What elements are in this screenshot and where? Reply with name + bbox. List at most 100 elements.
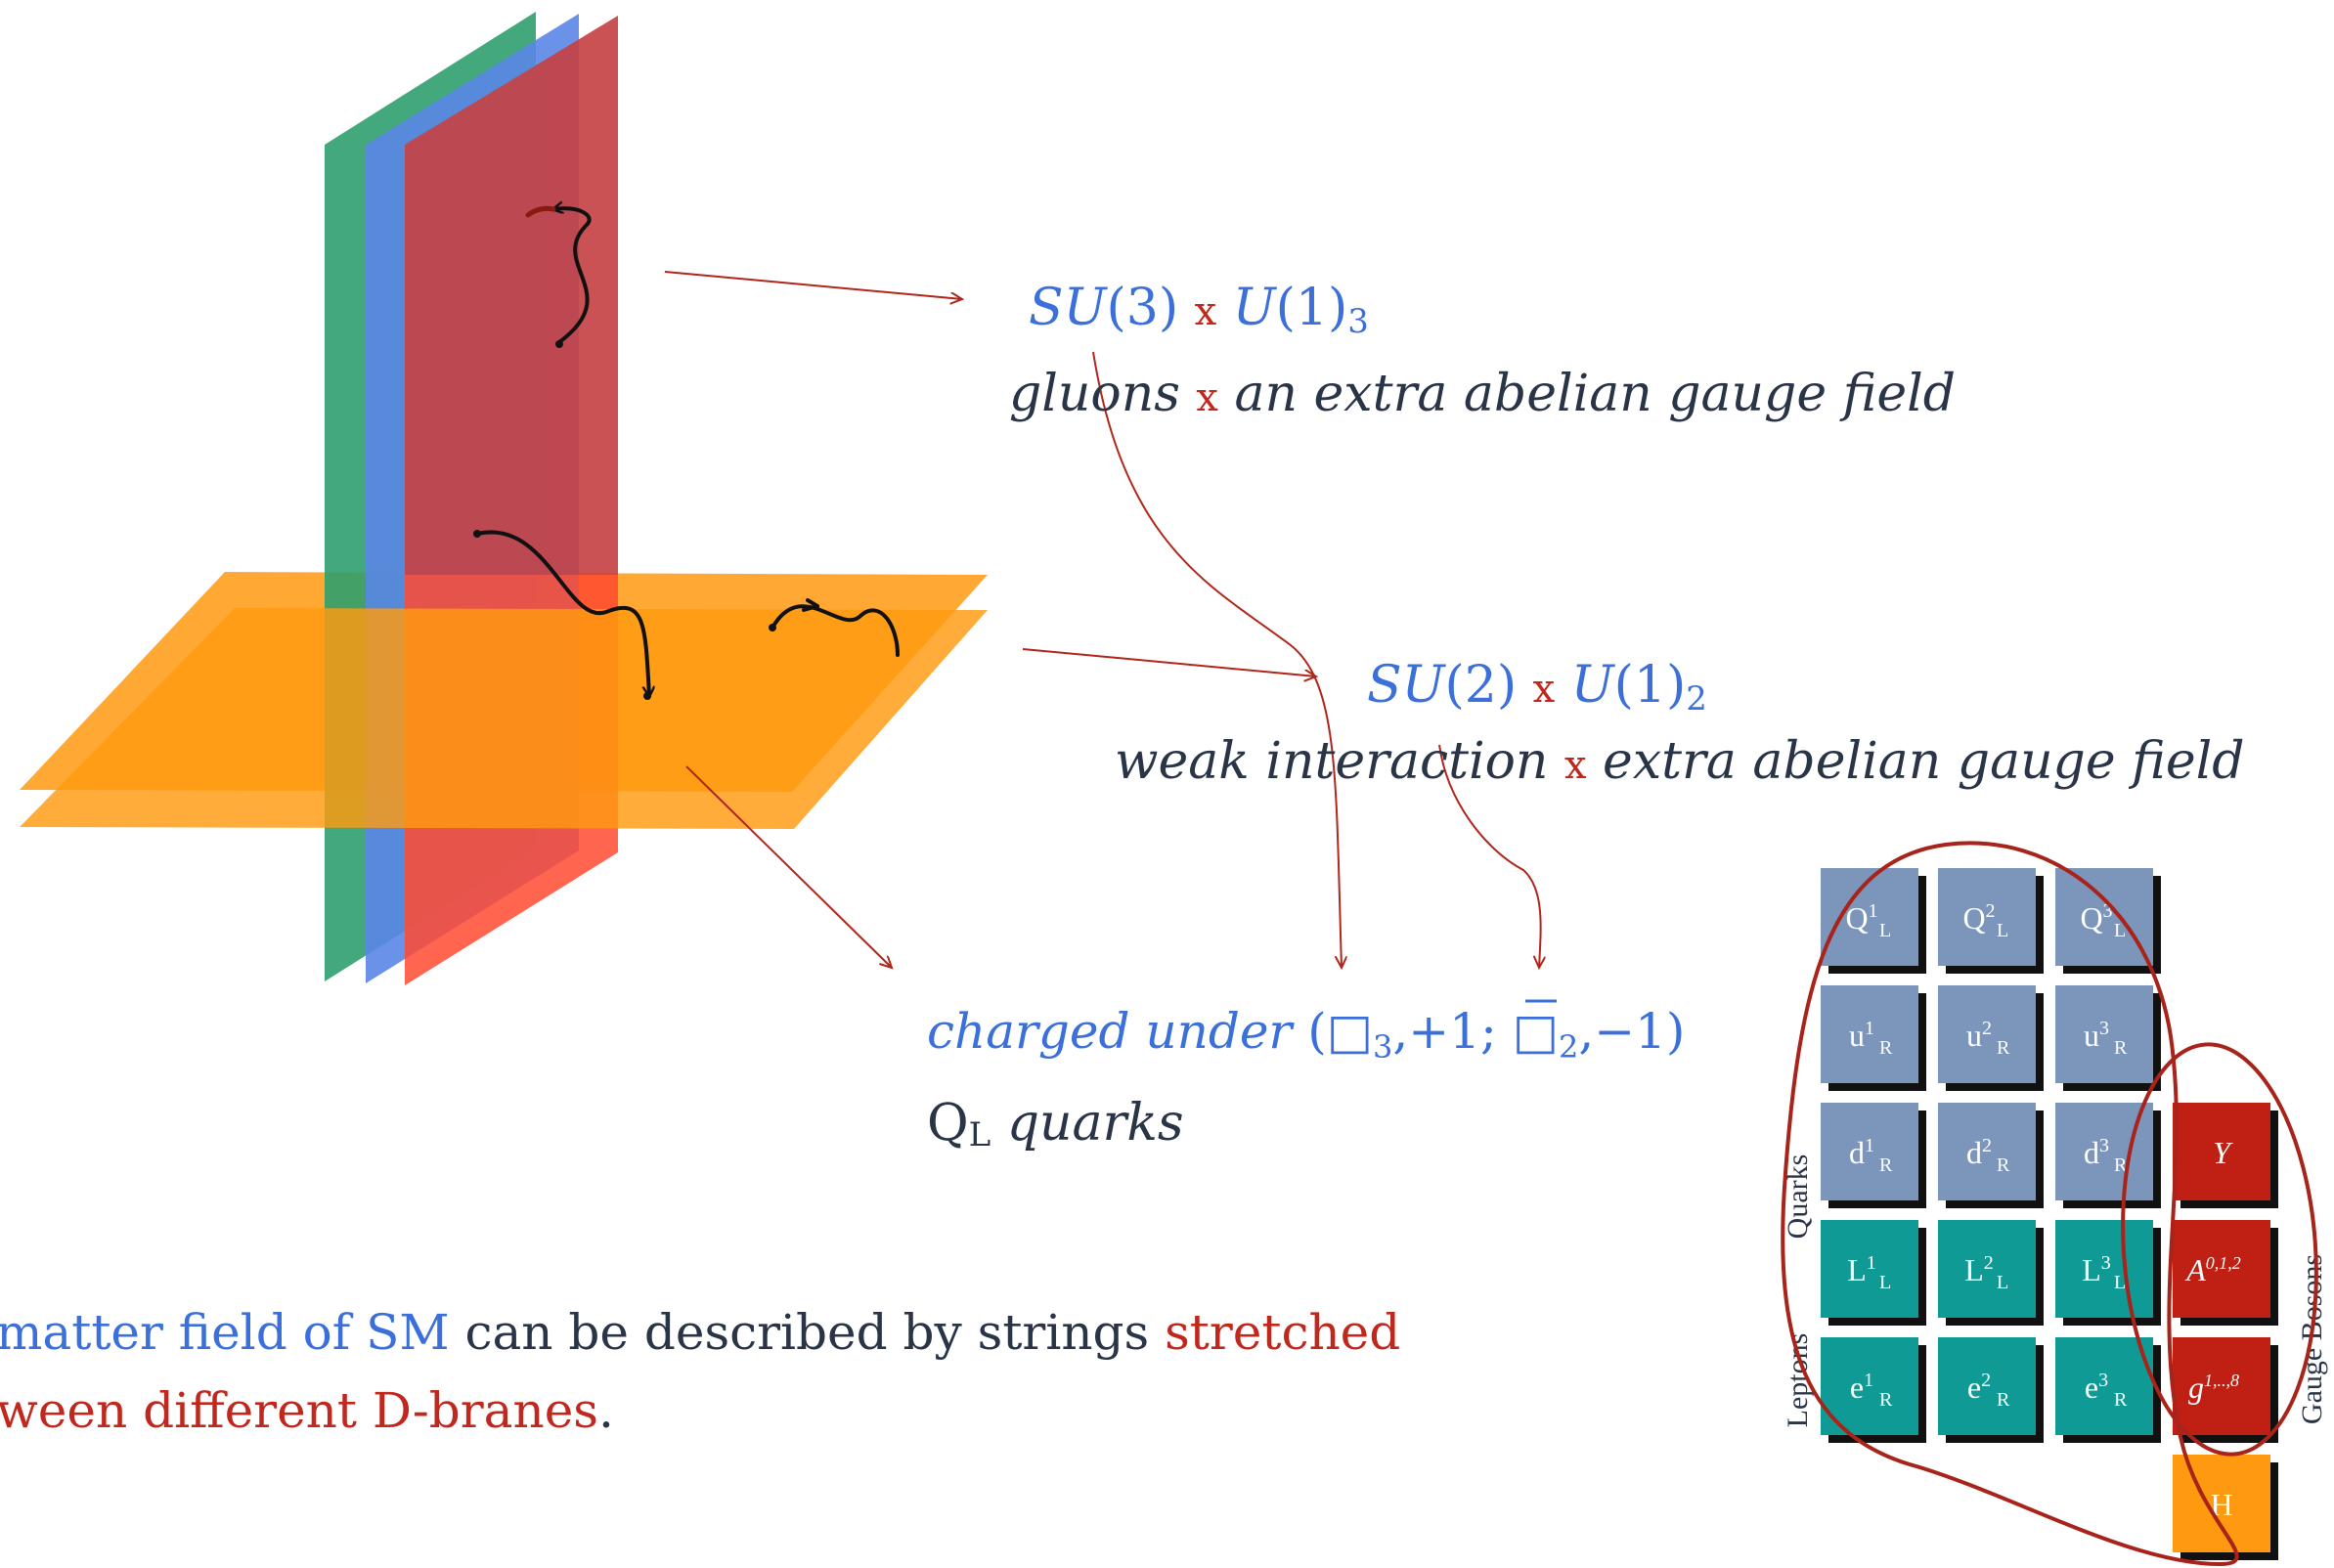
orange-brane-front	[20, 608, 988, 829]
quark-tile: d2R	[1938, 1103, 2044, 1208]
brane-stack	[20, 12, 988, 985]
tile-label-sub: R	[2114, 1037, 2128, 1059]
lepton-tile: e1 R	[1821, 1337, 1926, 1443]
tile-face	[2173, 1337, 2270, 1435]
su2-label: SU(2) x U(1)2 weak interaction x extra a…	[1115, 656, 2245, 791]
arrow-to-su3	[664, 271, 962, 299]
tile-face	[1821, 1337, 1918, 1435]
string-orange-brane	[771, 604, 900, 657]
gauge-boson-tile: g1,..,8	[2173, 1337, 2278, 1443]
tile-label: Q3	[2080, 900, 2112, 936]
charged-label: charged under (□3,+1; □2,−1) QL quarks	[927, 999, 1685, 1158]
string-orange-brane-head	[802, 598, 819, 612]
quark-tile: d1R	[1821, 1103, 1926, 1208]
tile-label-sub: R	[2114, 1389, 2128, 1411]
tile-face	[1938, 868, 2036, 966]
su3-group-a: SU	[1029, 279, 1109, 337]
tile-label: L2	[1964, 1252, 1994, 1287]
svg-text:weak interaction x: weak interaction x extra abelian gauge f…	[1115, 732, 2245, 791]
brane-overlap-shade	[405, 16, 618, 575]
tile-face	[2055, 868, 2153, 966]
su3-desc-b: an extra abelian gauge field	[1235, 365, 1957, 423]
tile-face	[2173, 1103, 2270, 1200]
quark-tile: u3R	[2055, 985, 2161, 1091]
tile-label: L1	[1847, 1252, 1876, 1287]
su3-desc-times: x	[1196, 375, 1218, 420]
su3-label: SU(3) x U(1)3 gluons x an extra abelian …	[1009, 279, 1956, 423]
tile-face	[2055, 985, 2153, 1083]
tile-label: A0,1,2	[2184, 1252, 2241, 1287]
tile-label: u2	[1966, 1018, 1992, 1053]
svg-text:charged under (□3,+1;: charged under (□3,+1; □2,−1)	[927, 1003, 1685, 1066]
tile-face	[1938, 1103, 2036, 1200]
charged-sub2: 2	[1559, 1028, 1578, 1066]
tile-face	[1821, 1103, 1918, 1200]
svg-text:SU(3) x U(1)3: SU(3) x U(1)3	[1029, 279, 1369, 341]
charged-sub3: 3	[1373, 1028, 1392, 1066]
tile-face	[1821, 1220, 1918, 1318]
lepton-tile: e3 R	[2055, 1337, 2161, 1443]
particle-name: Q	[927, 1094, 969, 1153]
gauge-boson-tile: A0,1,2	[2173, 1220, 2278, 1326]
tile-label: d3	[2084, 1135, 2109, 1170]
su2-desc-a: weak interaction	[1115, 732, 1548, 791]
tile-label-sub: R	[2114, 1154, 2128, 1176]
svg-text:matter field of SM can b: matter field of SM can be described by s…	[0, 1304, 1400, 1361]
su3-group-b: U	[1233, 279, 1278, 337]
charged-open: (	[1307, 1003, 1327, 1060]
gauge-bosons-grouping-ellipse	[2121, 1042, 2318, 1457]
tile-label-sub: L	[1997, 1272, 2008, 1293]
charged-prefix: charged under	[927, 1003, 1295, 1060]
string-red-brane-tail	[525, 205, 556, 218]
quarks-leptons-grouping-curve	[1781, 841, 2239, 1567]
tile-face	[1938, 1337, 2036, 1435]
particle-sub: L	[969, 1115, 991, 1154]
svg-text:QL quarks: QL quarks	[927, 1094, 1184, 1158]
su2-times: x	[1533, 667, 1556, 712]
tile-label-sub: L	[1879, 920, 1891, 941]
gauge-boson-tile: Y	[2173, 1103, 2278, 1208]
string-endpoint	[555, 340, 563, 348]
su3-group-b-sub: 3	[1347, 302, 1369, 341]
tile-label-sub: L	[2114, 920, 2126, 941]
tile-label: e2	[1967, 1370, 1991, 1405]
string-endpoint	[473, 530, 481, 538]
su3-group-b-num: (1)	[1276, 279, 1348, 337]
arrow-weak-to-charged	[1438, 744, 1541, 968]
caption-red: stretched	[1165, 1304, 1400, 1361]
higgs-tile: H	[2173, 1455, 2278, 1560]
caption-dark: can be described by strings	[464, 1304, 1149, 1361]
su2-group-b-num: (1)	[1614, 656, 1687, 715]
tile-face	[2173, 1220, 2270, 1318]
arrow-to-charged	[685, 765, 892, 968]
quark-tile: u2R	[1938, 985, 2044, 1091]
lepton-tile: e2 R	[1938, 1337, 2044, 1443]
caption-blue: matter field of SM	[0, 1304, 450, 1361]
string-endpoint	[643, 692, 651, 700]
tile-label-sub: L	[2114, 1272, 2126, 1293]
caption-red-line2: ween different D-branes	[0, 1382, 598, 1439]
quark-tile: Q3L	[2055, 868, 2161, 974]
quark-tile: Q1L	[1821, 868, 1926, 974]
tile-face	[2055, 1220, 2153, 1318]
tile-label: e3	[2085, 1370, 2108, 1405]
su2-group-b-sub: 2	[1686, 679, 1707, 719]
tile-label: g1,..,8	[2188, 1370, 2239, 1405]
charged-charge1: ,+1;	[1392, 1003, 1496, 1060]
tile-face	[1938, 985, 2036, 1083]
string-red-brane	[553, 208, 592, 344]
charged-charge2: ,−1)	[1578, 1003, 1685, 1060]
tile-label-sub: L	[1879, 1272, 1891, 1293]
fundamental-box-icon: □	[1327, 1003, 1373, 1060]
tile-label-sub: L	[1997, 920, 2008, 941]
tile-label-sub: R	[1997, 1154, 2010, 1176]
lepton-tile: L2L	[1938, 1220, 2044, 1326]
tile-face	[1821, 985, 1918, 1083]
tile-label-sub: R	[1879, 1389, 1893, 1411]
tile-label: H	[2210, 1487, 2232, 1522]
arrow-to-su2	[1022, 648, 1316, 676]
open-strings	[475, 205, 900, 696]
tile-label: u1	[1849, 1018, 1874, 1053]
su3-group-a-num: (3)	[1106, 279, 1178, 337]
